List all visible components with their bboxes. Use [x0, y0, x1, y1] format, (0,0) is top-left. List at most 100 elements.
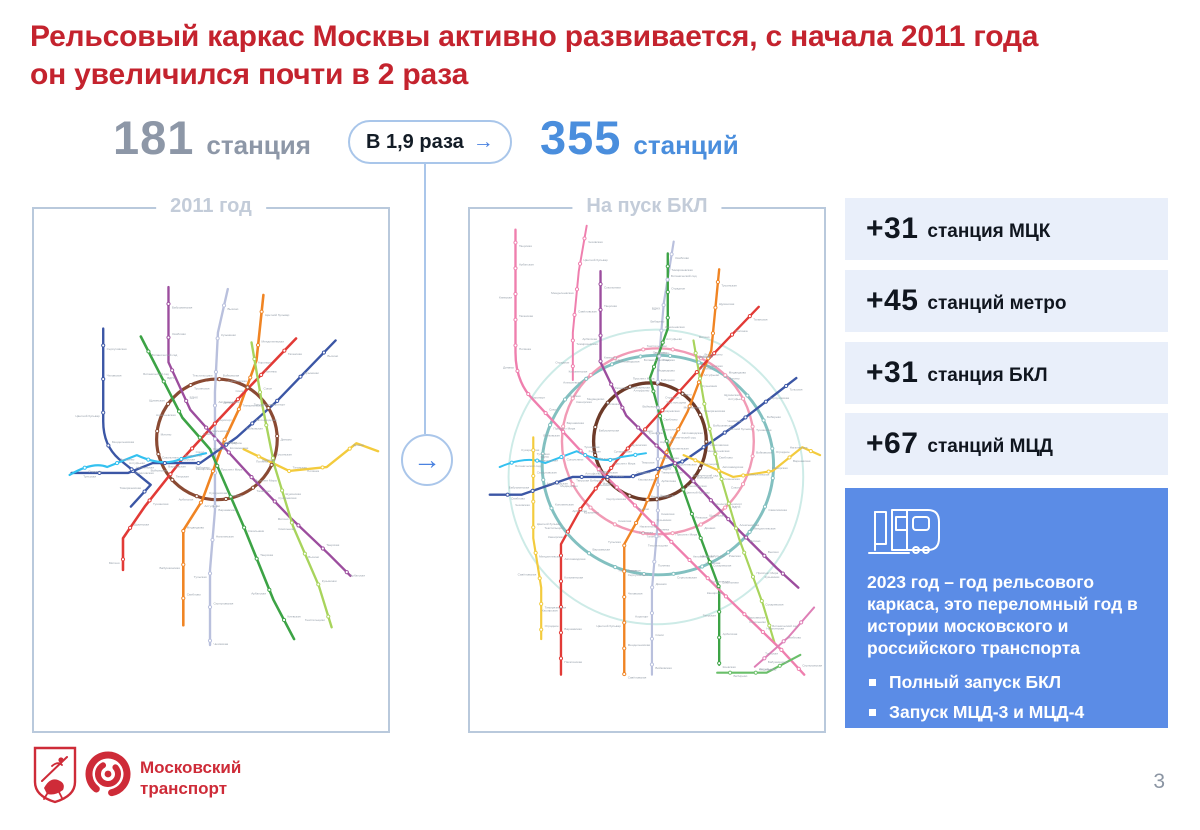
svg-text:Сухаревская: Сухаревская — [713, 564, 731, 568]
svg-text:Алтуфьево: Алтуфьево — [759, 667, 775, 671]
svg-text:Алтуфьево: Алтуфьево — [703, 373, 719, 377]
svg-text:Тушинская: Тушинская — [276, 453, 292, 457]
svg-text:Щукинская: Щукинская — [631, 443, 647, 447]
svg-text:Выхино: Выхино — [768, 550, 779, 554]
svg-text:Ботанический сад: Ботанический сад — [772, 624, 798, 628]
svg-text:Текстильщики: Текстильщики — [544, 526, 564, 530]
svg-text:Таганская: Таганская — [647, 535, 661, 539]
svg-text:Савёловская: Савёловская — [768, 508, 787, 512]
svg-text:Аэропорт: Аэропорт — [532, 396, 546, 400]
svg-text:Коломенская: Коломенская — [721, 477, 740, 481]
svg-text:Сокол: Сокол — [235, 389, 244, 393]
svg-text:Варшавская: Варшавская — [218, 508, 236, 512]
svg-text:Тимирязевская: Тимирязевская — [120, 486, 142, 490]
svg-text:Бибирево: Бибирево — [121, 458, 135, 462]
bullet-square-icon — [869, 679, 876, 686]
svg-text:Серпуховская: Серпуховская — [628, 573, 648, 577]
svg-text:Аэропорт: Аэропорт — [272, 402, 286, 406]
svg-text:Щукинская: Щукинская — [134, 522, 150, 526]
svg-text:Тимирязевская: Тимирязевская — [671, 268, 693, 272]
svg-text:Проспект Мира: Проспект Мира — [756, 571, 778, 575]
metro-map-bkl: Автозаводская Коломенская Каширская Варшавс… — [488, 224, 822, 680]
svg-text:Цветной бульвар: Цветной бульвар — [76, 414, 101, 418]
svg-text:Войковская: Войковская — [697, 476, 714, 480]
svg-text:Кузьминки: Кузьминки — [765, 575, 780, 579]
svg-text:Войковская: Войковская — [655, 666, 672, 670]
svg-text:Цветной бульвар: Цветной бульвар — [265, 313, 290, 317]
svg-text:ВДНХ: ВДНХ — [732, 505, 740, 509]
svg-text:Варшавская: Варшавская — [168, 465, 186, 469]
stat-mcc-value: +31 — [866, 212, 919, 245]
bullet-text: Полный запуск БКЛ — [889, 672, 1062, 692]
svg-text:Сокол: Сокол — [655, 633, 664, 637]
svg-text:Рижская: Рижская — [203, 432, 215, 436]
svg-text:Тверская: Тверская — [519, 244, 532, 248]
svg-text:Алексеевская: Алексеевская — [687, 484, 707, 488]
svg-text:Менделеевская: Менделеевская — [551, 291, 574, 295]
svg-text:Медведково: Медведково — [657, 368, 675, 372]
svg-text:Текстильщики: Текстильщики — [305, 618, 325, 622]
svg-text:Выхино: Выхино — [327, 354, 338, 358]
svg-text:Сухаревская: Сухаревская — [521, 448, 539, 452]
svg-text:Серпуховская: Серпуховская — [769, 396, 789, 400]
svg-text:Войковская: Войковская — [151, 469, 168, 473]
svg-text:Чеховская: Чеховская — [588, 240, 603, 244]
svg-text:Сокольники: Сокольники — [278, 527, 295, 531]
stations-after-value: 355 — [540, 111, 622, 164]
brand-line-1: Московский — [140, 758, 242, 777]
svg-text:Автозаводская: Автозаводская — [218, 400, 239, 404]
svg-text:Полянка: Полянка — [519, 347, 531, 351]
map-transition-arrow-icon: → — [401, 434, 453, 486]
svg-text:Войковская: Войковская — [223, 374, 240, 378]
svg-text:Серпуховская: Серпуховская — [537, 470, 557, 474]
svg-text:Тушинская: Тушинская — [649, 431, 665, 435]
badge-connector-line — [424, 162, 426, 434]
svg-text:ВДНХ: ВДНХ — [615, 359, 623, 363]
svg-text:Автозаводская: Автозаводская — [618, 360, 639, 364]
svg-text:Отрадное: Отрадное — [555, 361, 569, 365]
stat-bkl-label: станция БКЛ — [927, 364, 1048, 386]
svg-text:Каширская: Каширская — [548, 535, 564, 539]
svg-text:Рижская: Рижская — [213, 447, 225, 451]
svg-text:Цветной бульвар: Цветной бульвар — [584, 258, 609, 262]
svg-text:Менделеевская: Менделеевская — [674, 463, 697, 467]
svg-text:Менделеевская: Менделеевская — [753, 526, 776, 530]
page-number: 3 — [1153, 770, 1165, 793]
svg-text:Свиблово: Свиблово — [664, 418, 678, 422]
svg-text:Отрадное: Отрадное — [637, 471, 651, 475]
highlight-text: 2023 год – год рельсового каркаса, это п… — [867, 572, 1138, 658]
svg-text:Тверская: Тверская — [326, 543, 339, 547]
svg-text:Чеховская: Чеховская — [213, 642, 228, 646]
svg-text:Тушинская: Тушинская — [153, 502, 169, 506]
svg-text:Арбатская: Арбатская — [723, 632, 738, 636]
svg-text:Варшавская: Варшавская — [564, 627, 582, 631]
svg-text:Аэропорт: Аэропорт — [700, 367, 714, 371]
svg-text:Тушинская: Тушинская — [194, 387, 210, 391]
svg-text:Бибирево: Бибирево — [590, 478, 604, 482]
svg-text:Тульская: Тульская — [608, 540, 621, 544]
bullet-text: Запуск МЦД-3 и МЦД-4 — [889, 702, 1085, 722]
svg-text:Щукинская: Щукинская — [286, 492, 302, 496]
svg-text:Алексеевская: Алексеевская — [210, 429, 230, 433]
stations-before-value: 181 — [113, 111, 195, 164]
svg-text:Алексеевская: Алексеевская — [538, 459, 558, 463]
svg-text:Свиблово: Свиблово — [511, 496, 525, 500]
stations-after: 355 станций — [540, 110, 739, 165]
svg-text:Савёловская: Савёловская — [578, 309, 597, 313]
svg-text:Кузьминки: Кузьминки — [584, 511, 599, 515]
svg-text:Савёловская: Савёловская — [710, 443, 729, 447]
svg-text:Нагатинская: Нагатинская — [790, 446, 808, 450]
svg-text:Киевская: Киевская — [288, 614, 301, 618]
svg-text:Чеховская: Чеховская — [660, 494, 675, 498]
svg-text:Проспект Мира: Проспект Мира — [614, 461, 636, 465]
svg-text:Таганская: Таганская — [615, 386, 629, 390]
svg-text:Кузьминки: Кузьминки — [655, 351, 670, 355]
svg-text:Проспект Мира: Проспект Мира — [221, 467, 243, 471]
svg-text:Выхино: Выхино — [308, 555, 319, 559]
stations-after-label: станций — [633, 130, 739, 160]
svg-text:Свиблово: Свиблово — [787, 636, 801, 640]
svg-text:Тимирязевская: Тимирязевская — [748, 473, 770, 477]
svg-text:Бибирево: Бибирево — [661, 378, 675, 382]
svg-text:Автозаводская: Автозаводская — [256, 418, 277, 422]
